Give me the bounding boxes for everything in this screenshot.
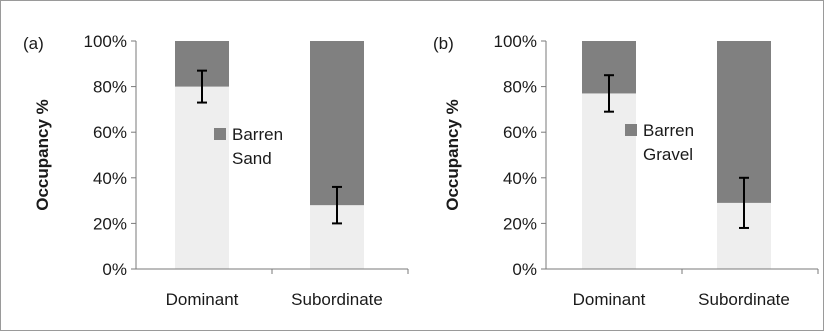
- y-tick-label: 60%: [503, 123, 537, 142]
- y-tick-label: 100%: [84, 32, 127, 51]
- x-tick-label: Subordinate: [698, 290, 790, 309]
- y-tick-label: 20%: [93, 214, 127, 233]
- x-tick-label: Dominant: [573, 290, 646, 309]
- y-axis-label: Occupancy %: [443, 99, 462, 211]
- y-tick-label: 0%: [512, 260, 537, 279]
- y-tick-label: 100%: [494, 32, 537, 51]
- y-tick-label: 20%: [503, 214, 537, 233]
- y-tick-label: 40%: [503, 169, 537, 188]
- y-tick-label: 40%: [93, 169, 127, 188]
- x-tick-label: Dominant: [166, 290, 239, 309]
- chart-panel-a: 0% 20% 40% 60% 80% 100% Dominant Subordinate (a)…: [23, 32, 409, 309]
- bar-dominant-series-0: [582, 93, 636, 269]
- x-tick-label: Subordinate: [291, 290, 383, 309]
- legend-label: Barren: [232, 125, 283, 144]
- error-bar-subordinate: [739, 176, 749, 229]
- bar-subordinate-series-1: [310, 41, 364, 206]
- error-bar-subordinate: [332, 185, 342, 225]
- bar-dominant-series-0: [175, 86, 229, 269]
- y-tick-label: 60%: [93, 123, 127, 142]
- legend: Barren Gravel: [625, 121, 694, 164]
- legend-swatch: [214, 128, 226, 140]
- panel-label: (b): [433, 34, 454, 53]
- bar-subordinate-series-1: [717, 41, 771, 203]
- y-tick-label: 80%: [93, 78, 127, 97]
- panel-label: (a): [23, 34, 44, 53]
- legend-label: Barren: [643, 121, 694, 140]
- chart-panel-b: 0% 20% 40% 60% 80% 100% Dominant Subordinate (b)…: [433, 32, 819, 309]
- legend-swatch: [625, 124, 637, 136]
- legend-label: Sand: [232, 149, 272, 168]
- legend: Barren Sand: [214, 125, 283, 168]
- y-tick-label: 80%: [503, 78, 537, 97]
- error-bar-dominant: [604, 74, 614, 113]
- legend-label: Gravel: [643, 145, 693, 164]
- y-tick-label: 0%: [102, 260, 127, 279]
- error-bar-dominant: [197, 69, 207, 104]
- y-axis-label: Occupancy %: [33, 99, 52, 211]
